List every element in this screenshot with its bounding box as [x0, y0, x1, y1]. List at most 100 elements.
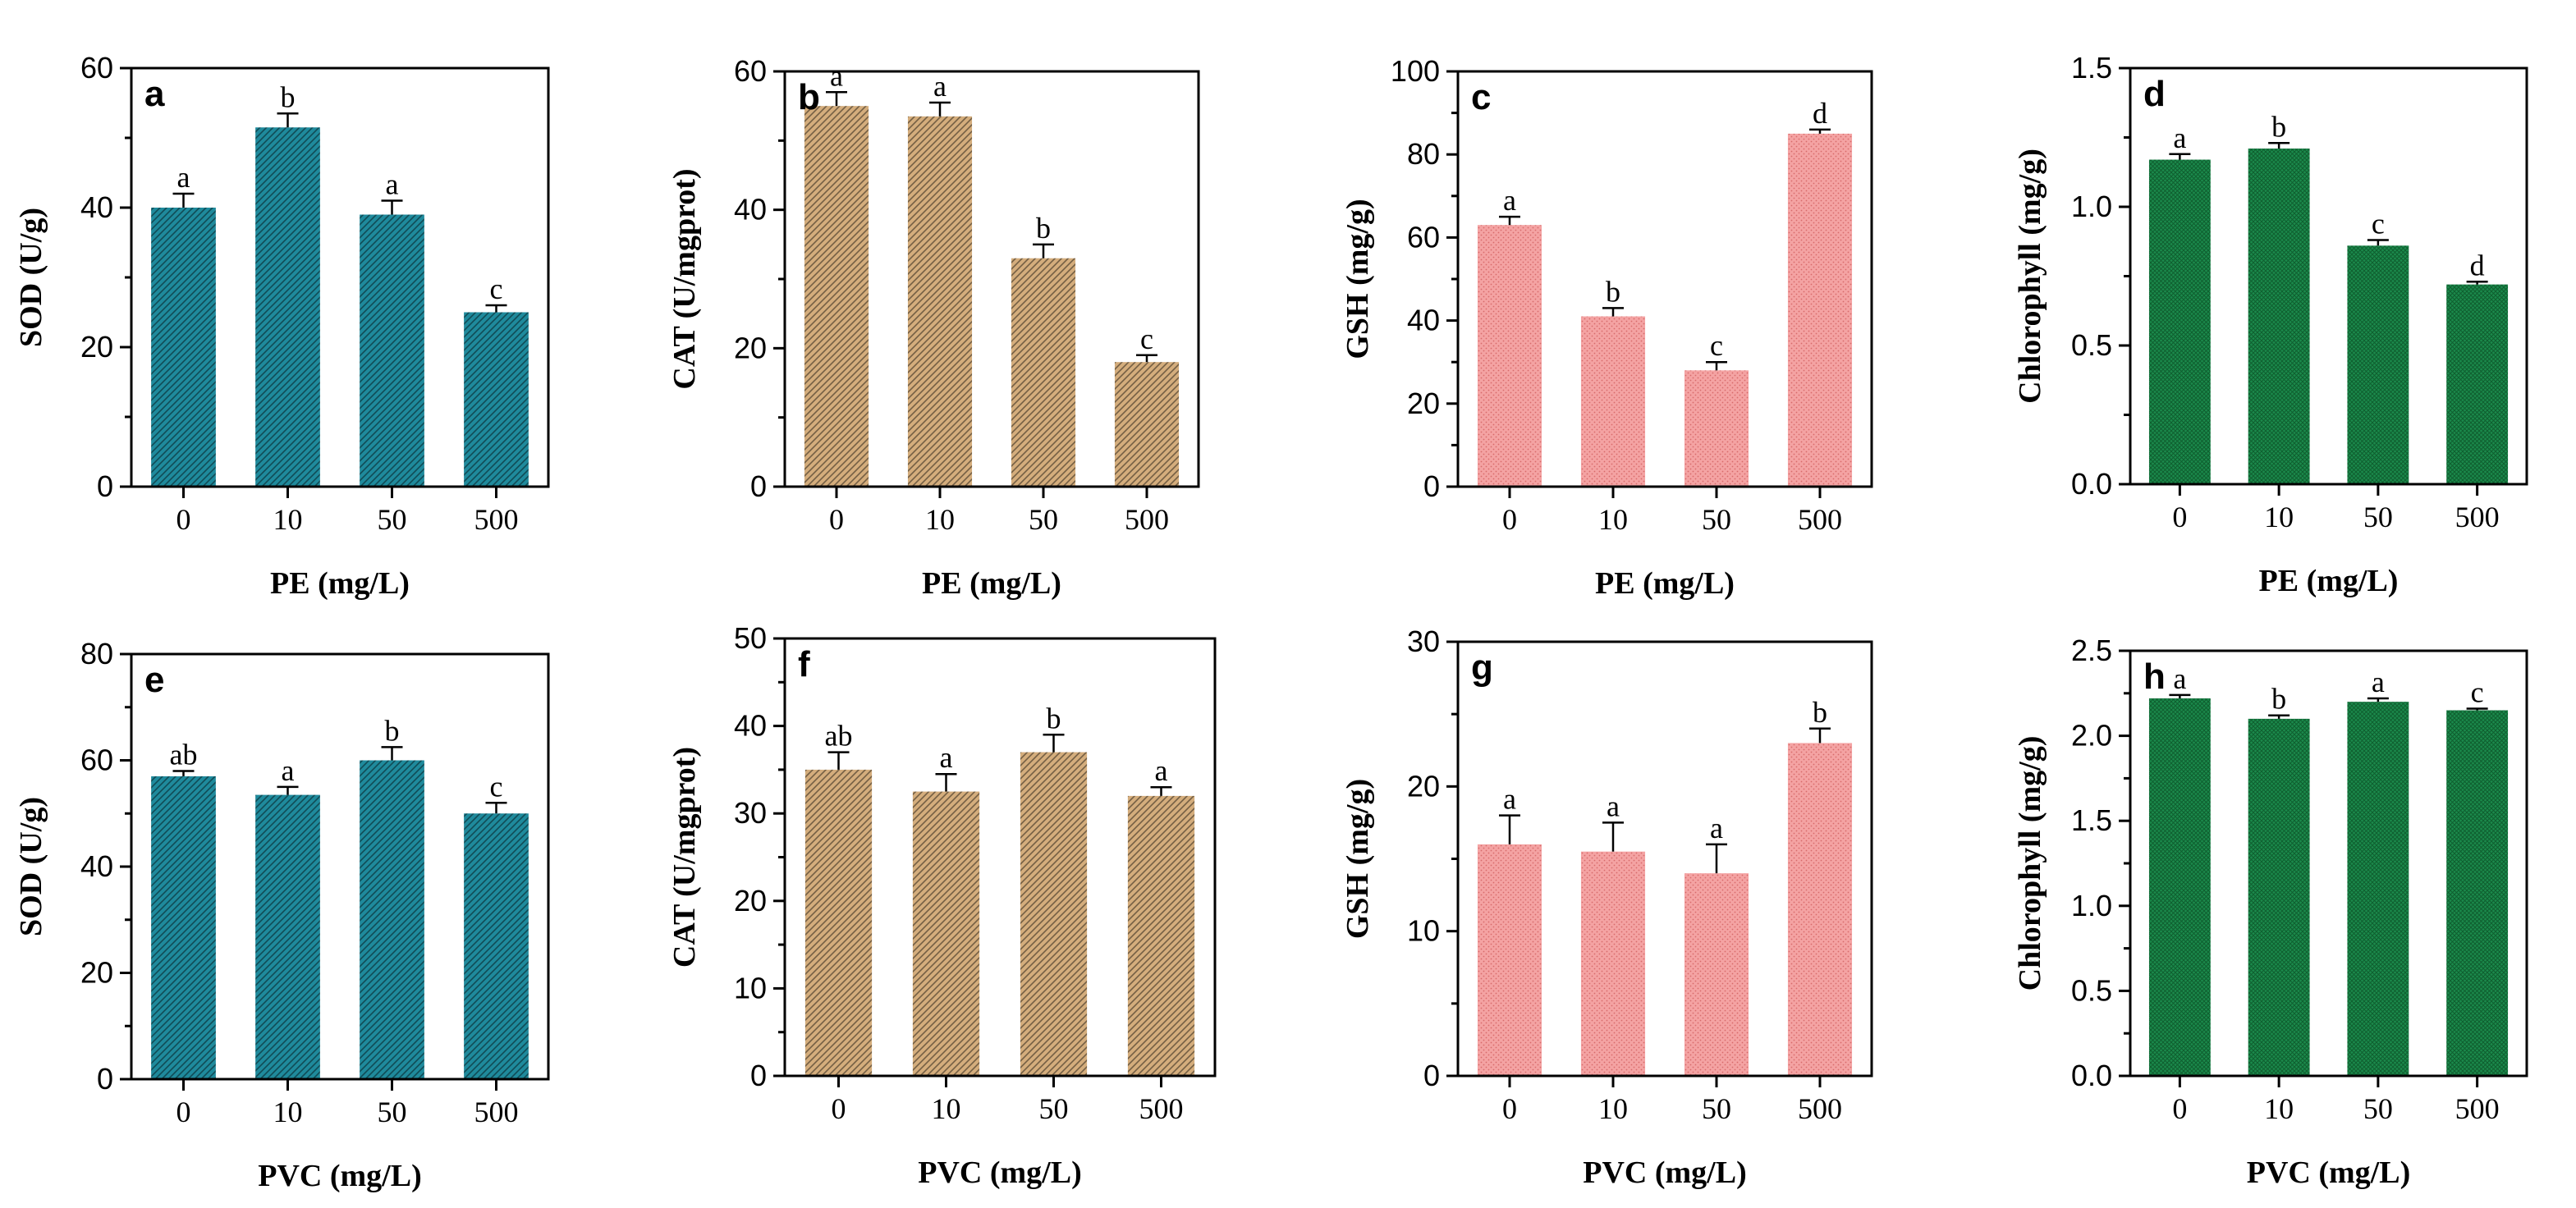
x-tick-label: 50 — [1029, 503, 1058, 536]
bar-e-0 — [151, 776, 216, 1079]
x-axis-title: PE (mg/L) — [270, 566, 410, 601]
significance-label: a — [282, 754, 295, 787]
y-axis-title: Chlorophyll (mg/g) — [2013, 149, 2047, 404]
bar-c-50 — [1684, 370, 1749, 487]
y-tick-label: 40 — [734, 709, 767, 743]
bar-a-50 — [360, 214, 424, 487]
y-tick-label: 40 — [80, 849, 113, 883]
significance-label: a — [1155, 754, 1168, 787]
bar-a-500 — [464, 312, 529, 487]
chart-panel-a: a 0 b 10 a 50 c 500 0 20 40 60 a PE (mg/L) SOD (U/g) — [14, 51, 550, 601]
y-axis-title: CAT (U/mgprot) — [667, 168, 702, 389]
significance-label: b — [385, 714, 400, 747]
bar-g-500 — [1787, 743, 1853, 1076]
bar-g-10 — [1580, 851, 1646, 1076]
significance-label: d — [2470, 249, 2485, 281]
y-tick-label: 100 — [1391, 54, 1440, 88]
x-tick-label: 0 — [2172, 501, 2187, 533]
x-tick-label: 0 — [1502, 503, 1517, 536]
bar-e-10 — [255, 794, 320, 1079]
x-tick-label: 50 — [1702, 1092, 1731, 1125]
panel-letter: g — [1471, 647, 1493, 688]
bar-h-10 — [2248, 718, 2310, 1076]
x-tick-label: 500 — [1139, 1092, 1184, 1125]
x-tick-label: 0 — [176, 503, 191, 536]
bar-a-0 — [151, 208, 216, 487]
chart-panel-b: a 0 a 10 b 50 c 500 0 20 40 60 b PE (mg/L) CAT (U/mgpr… — [667, 54, 1200, 601]
y-tick-label: 1.0 — [2071, 889, 2112, 922]
y-tick-label: 20 — [1407, 769, 1440, 803]
bar-g-50 — [1684, 873, 1749, 1076]
y-tick-label: 40 — [734, 193, 767, 226]
significance-label: a — [2173, 662, 2186, 695]
y-tick-label: 0 — [750, 469, 767, 503]
y-axis-title: GSH (mg/g) — [1341, 199, 1375, 359]
bar-f-50 — [1020, 752, 1088, 1076]
x-tick-label: 0 — [2172, 1092, 2187, 1125]
y-tick-label: 1.5 — [2071, 803, 2112, 837]
significance-label: b — [2271, 683, 2286, 716]
bar-g-0 — [1477, 844, 1542, 1076]
significance-label: a — [386, 168, 399, 201]
y-tick-label: 2.5 — [2071, 634, 2112, 667]
x-tick-label: 50 — [378, 503, 407, 536]
x-tick-label: 0 — [829, 503, 844, 536]
significance-label: a — [1503, 184, 1516, 217]
significance-label: d — [1813, 97, 1827, 130]
y-tick-label: 60 — [734, 54, 767, 88]
x-tick-label: 10 — [2264, 1092, 2294, 1125]
y-tick-label: 0.0 — [2071, 1059, 2112, 1092]
y-axis-title: CAT (U/mgprot) — [667, 747, 702, 968]
y-tick-label: 20 — [1407, 387, 1440, 420]
y-tick-label: 0 — [1423, 469, 1440, 503]
panel-letter: a — [144, 74, 165, 114]
y-tick-label: 10 — [1407, 914, 1440, 948]
significance-label: c — [490, 272, 503, 305]
chart-panel-c: a 0 b 10 c 50 d 500 0 20 40 60 80 100 c PE (mg/L) GSH (m… — [1341, 54, 1873, 601]
y-tick-label: 20 — [734, 331, 767, 364]
x-tick-label: 10 — [932, 1092, 961, 1125]
y-tick-label: 10 — [734, 971, 767, 1004]
bar-d-0 — [2148, 159, 2211, 485]
significance-label: b — [281, 80, 296, 113]
significance-label: c — [1140, 323, 1153, 355]
bar-f-500 — [1127, 795, 1195, 1076]
bar-b-500 — [1114, 362, 1180, 487]
x-tick-label: 500 — [474, 1096, 519, 1128]
x-axis-title: PE (mg/L) — [1595, 566, 1735, 601]
y-tick-label: 1.5 — [2071, 51, 2112, 85]
significance-label: c — [1710, 329, 1723, 362]
x-tick-label: 0 — [1502, 1092, 1517, 1125]
x-tick-label: 500 — [2455, 501, 2500, 533]
y-tick-label: 30 — [1407, 625, 1440, 658]
y-tick-label: 20 — [80, 330, 113, 364]
bar-c-500 — [1787, 133, 1853, 487]
bar-d-10 — [2248, 149, 2310, 484]
significance-label: a — [933, 70, 947, 103]
x-tick-label: 50 — [2363, 1092, 2393, 1125]
significance-label: a — [940, 741, 953, 774]
significance-label: b — [1047, 702, 1061, 734]
x-tick-label: 0 — [176, 1096, 191, 1128]
significance-label: c — [490, 770, 503, 803]
x-tick-label: 500 — [2455, 1092, 2500, 1125]
bar-h-0 — [2148, 698, 2211, 1076]
significance-label: ab — [170, 738, 198, 771]
y-tick-label: 50 — [734, 621, 767, 655]
bar-d-500 — [2446, 284, 2509, 484]
y-tick-label: 20 — [734, 884, 767, 917]
y-axis-title: GSH (mg/g) — [1341, 779, 1375, 939]
x-tick-label: 50 — [378, 1096, 407, 1128]
significance-label: a — [177, 161, 190, 194]
bar-c-10 — [1580, 316, 1646, 487]
y-tick-label: 2.0 — [2071, 719, 2112, 753]
bar-d-50 — [2347, 245, 2409, 484]
x-tick-label: 10 — [273, 1096, 303, 1128]
significance-label: c — [2372, 208, 2385, 240]
significance-label: a — [2372, 666, 2385, 698]
x-tick-label: 10 — [273, 503, 303, 536]
panel-letter: f — [798, 644, 810, 684]
bar-f-0 — [804, 769, 873, 1076]
significance-label: a — [1710, 812, 1723, 844]
x-axis-title: PVC (mg/L) — [1583, 1155, 1746, 1190]
